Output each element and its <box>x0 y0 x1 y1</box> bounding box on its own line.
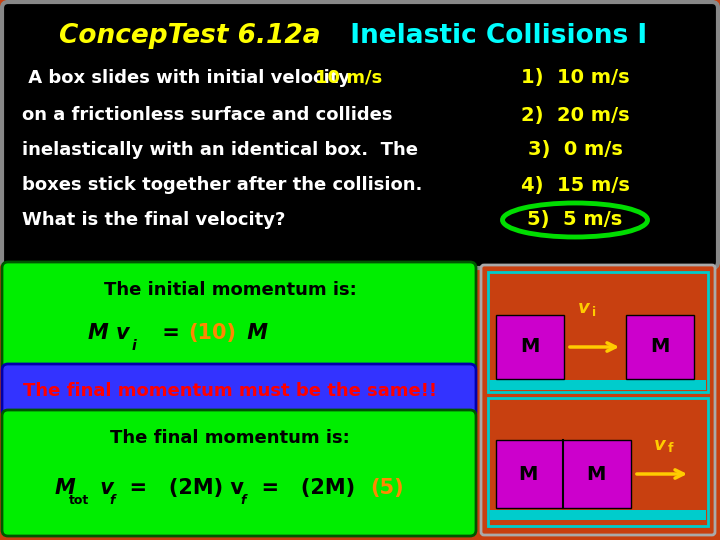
Text: M: M <box>521 338 540 356</box>
FancyBboxPatch shape <box>2 262 476 372</box>
Text: tot: tot <box>69 494 89 507</box>
Text: Inelastic Collisions I: Inelastic Collisions I <box>333 23 647 49</box>
Bar <box>626 315 694 379</box>
Text: 3)  0 m/s: 3) 0 m/s <box>528 140 622 159</box>
Bar <box>490 380 706 390</box>
Text: The final momentum must be the same!!: The final momentum must be the same!! <box>23 382 437 400</box>
Text: M: M <box>518 464 538 483</box>
Text: =   (2M): = (2M) <box>247 478 362 498</box>
Text: M: M <box>240 323 268 343</box>
FancyBboxPatch shape <box>2 364 476 418</box>
Text: What is the final velocity?: What is the final velocity? <box>22 211 285 229</box>
Bar <box>490 510 706 520</box>
Bar <box>488 398 708 526</box>
Text: =   (2M) v: = (2M) v <box>115 478 244 498</box>
Text: M: M <box>650 338 670 356</box>
Text: v: v <box>578 299 590 317</box>
Bar <box>496 440 631 508</box>
Bar <box>496 315 564 379</box>
FancyBboxPatch shape <box>481 265 715 535</box>
Text: 10 m/s: 10 m/s <box>315 69 382 87</box>
Text: M: M <box>586 464 606 483</box>
Text: 2)  20 m/s: 2) 20 m/s <box>521 105 629 125</box>
Text: i: i <box>592 306 596 319</box>
Text: (5): (5) <box>370 478 404 498</box>
FancyBboxPatch shape <box>2 410 476 536</box>
Text: inelastically with an identical box.  The: inelastically with an identical box. The <box>22 141 418 159</box>
Text: 5)  5 m/s: 5) 5 m/s <box>527 211 623 229</box>
Text: (10): (10) <box>188 323 236 343</box>
FancyBboxPatch shape <box>2 2 718 268</box>
Text: M v: M v <box>89 323 130 343</box>
Text: 4)  15 m/s: 4) 15 m/s <box>521 176 629 194</box>
Text: The initial momentum is:: The initial momentum is: <box>104 281 356 299</box>
Text: 1)  10 m/s: 1) 10 m/s <box>521 69 629 87</box>
Text: v: v <box>93 478 114 498</box>
Text: boxes stick together after the collision.: boxes stick together after the collision… <box>22 176 423 194</box>
Text: The final momentum is:: The final momentum is: <box>110 429 350 447</box>
Text: A box slides with initial velocity: A box slides with initial velocity <box>22 69 356 87</box>
Text: f: f <box>240 494 246 507</box>
Bar <box>488 272 708 392</box>
Text: i: i <box>132 339 137 353</box>
Text: =: = <box>155 323 194 343</box>
Text: f: f <box>668 442 673 456</box>
Text: ConcepTest 6.12a: ConcepTest 6.12a <box>59 23 320 49</box>
Text: v: v <box>654 436 666 454</box>
Text: on a frictionless surface and collides: on a frictionless surface and collides <box>22 106 392 124</box>
Text: M: M <box>55 478 76 498</box>
Text: f: f <box>109 494 114 507</box>
